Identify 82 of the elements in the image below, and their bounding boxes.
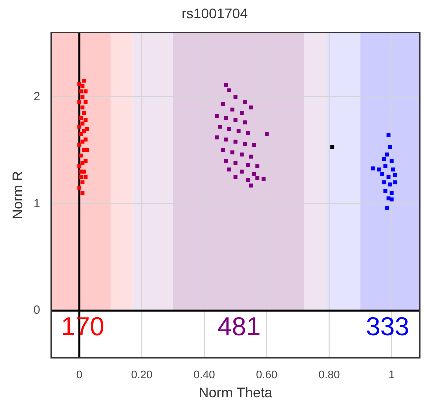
- point: [79, 175, 84, 180]
- point: [377, 168, 382, 172]
- point: [84, 175, 88, 180]
- point: [228, 127, 232, 132]
- point: [79, 116, 84, 120]
- point: [84, 100, 88, 104]
- point: [80, 122, 85, 126]
- point: [78, 100, 82, 104]
- annotation: 333: [366, 312, 410, 342]
- point: [382, 180, 386, 185]
- point: [390, 159, 394, 164]
- point: [249, 184, 254, 188]
- y-tick-label: 1: [34, 196, 41, 210]
- point: [230, 150, 235, 155]
- point: [243, 142, 248, 146]
- point: [388, 182, 392, 187]
- point: [84, 138, 88, 142]
- point: [240, 170, 244, 174]
- point: [384, 189, 388, 194]
- point: [79, 154, 84, 158]
- point: [256, 176, 260, 180]
- y-tick-label: 2: [34, 89, 41, 104]
- point: [256, 164, 260, 168]
- point: [252, 172, 256, 176]
- point: [224, 116, 228, 120]
- point: [246, 178, 250, 182]
- point: [80, 106, 85, 110]
- point: [391, 168, 396, 172]
- point: [80, 84, 85, 88]
- x-tick-label: 0.20: [131, 370, 153, 382]
- point: [240, 111, 244, 116]
- y-tick-label: 0: [34, 303, 41, 318]
- point: [264, 132, 269, 136]
- x-axis-title: Norm Theta: [198, 384, 273, 400]
- point: [80, 95, 85, 99]
- point: [78, 143, 82, 148]
- point: [78, 164, 82, 168]
- point: [80, 140, 85, 144]
- point: [393, 180, 397, 185]
- point: [390, 198, 394, 202]
- y-axis-title: Norm R: [9, 171, 26, 220]
- point: [78, 186, 82, 190]
- point: [224, 83, 228, 88]
- point: [79, 170, 84, 174]
- point: [380, 172, 385, 176]
- point: [79, 132, 84, 136]
- point: [218, 124, 222, 129]
- point: [243, 120, 248, 125]
- point: [384, 164, 388, 168]
- point: [78, 82, 82, 86]
- point: [262, 177, 266, 182]
- point: [236, 129, 241, 134]
- point: [230, 108, 235, 112]
- point: [224, 138, 228, 142]
- point: [79, 90, 84, 94]
- point: [80, 180, 85, 185]
- point: [84, 159, 88, 164]
- point: [224, 159, 228, 164]
- x-tick-label: 0.80: [318, 370, 340, 382]
- x-tick-label: 0: [76, 370, 83, 382]
- point: [228, 168, 232, 172]
- point: [85, 127, 90, 132]
- point: [371, 166, 376, 171]
- x-tick-label: 1: [388, 370, 395, 382]
- annotation: 481: [218, 312, 261, 342]
- point: [249, 106, 254, 110]
- point: [84, 90, 88, 94]
- point: [246, 163, 250, 168]
- point: [249, 154, 254, 159]
- point: [382, 157, 386, 162]
- point: [215, 136, 219, 140]
- point: [80, 161, 85, 166]
- point: [252, 143, 256, 148]
- x-tick-label: 0.40: [194, 370, 216, 382]
- point: [228, 88, 232, 93]
- point: [246, 131, 250, 136]
- point: [84, 118, 88, 122]
- x-tick-label: 0.60: [256, 370, 278, 382]
- point: [393, 173, 397, 178]
- point: [243, 100, 248, 104]
- chart-title: rs1001704: [182, 5, 248, 22]
- point: [78, 124, 82, 129]
